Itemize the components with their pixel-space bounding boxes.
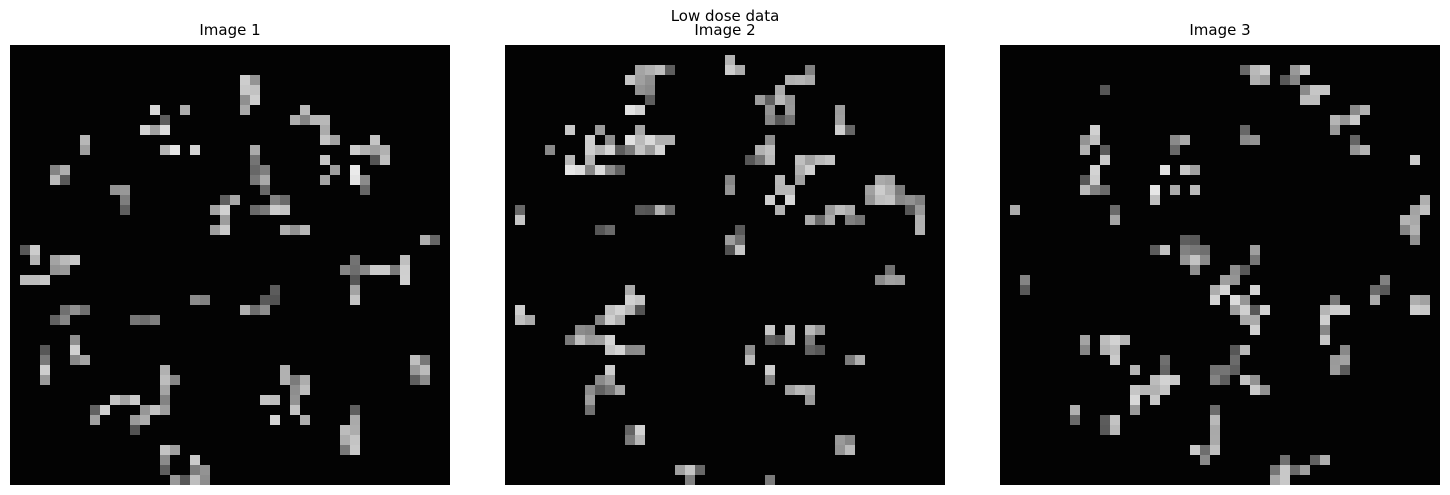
panel-title-2: Image 2 bbox=[694, 21, 756, 39]
image-panel-2 bbox=[505, 45, 945, 485]
figure-title: Low dose data bbox=[670, 7, 780, 25]
image-2-canvas bbox=[505, 45, 945, 485]
panel-title-3: Image 3 bbox=[1189, 21, 1251, 39]
image-1-canvas bbox=[10, 45, 450, 485]
image-panel-1 bbox=[10, 45, 450, 485]
panel-title-1: Image 1 bbox=[199, 21, 261, 39]
image-panel-3 bbox=[1000, 45, 1440, 485]
image-3-canvas bbox=[1000, 45, 1440, 485]
